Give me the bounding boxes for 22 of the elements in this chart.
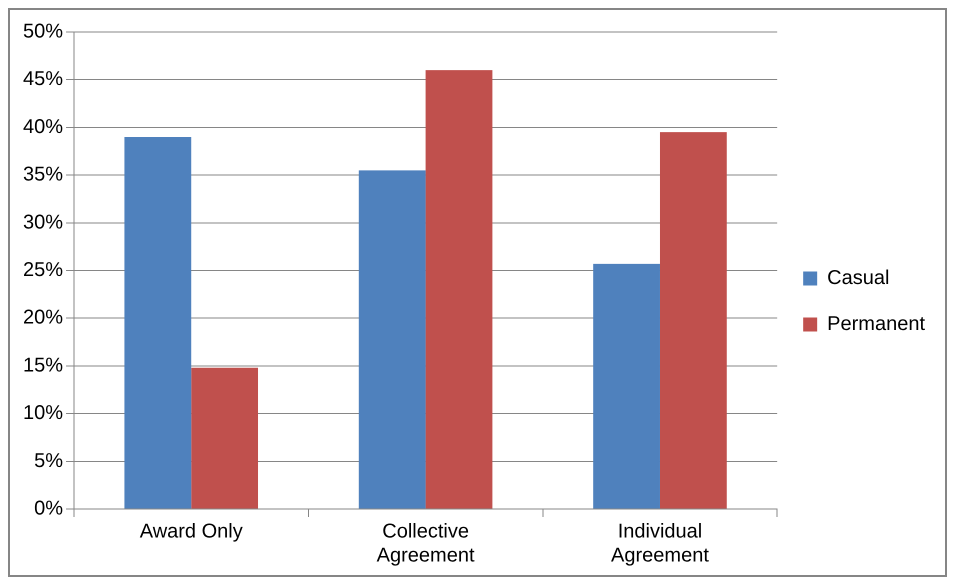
y-tick-label: 30% (23, 211, 64, 234)
y-tick-label: 45% (23, 68, 64, 90)
y-tick-label: 5% (34, 450, 64, 472)
bar (593, 264, 660, 508)
y-tick-label: 10% (23, 402, 64, 424)
y-tick-label: 35% (23, 164, 64, 186)
y-tick-label: 25% (23, 259, 64, 282)
y-tick-label: 50% (23, 20, 64, 43)
y-tick-label: 20% (23, 306, 64, 329)
bar (191, 368, 258, 508)
x-tick-label: Award Only (140, 520, 243, 543)
x-tick-label: Collective Agreement (376, 520, 475, 567)
y-tick-label: 40% (23, 116, 64, 138)
bar (660, 132, 727, 508)
x-tick-label: Individual Agreement (611, 520, 710, 567)
bar (358, 170, 426, 508)
legend-label: Permanent (827, 313, 926, 336)
bar (124, 136, 192, 508)
y-tick-label: 0% (34, 498, 64, 520)
legend-label: Casual (827, 267, 890, 290)
y-tick-label: 15% (23, 354, 64, 376)
bar (426, 70, 492, 508)
